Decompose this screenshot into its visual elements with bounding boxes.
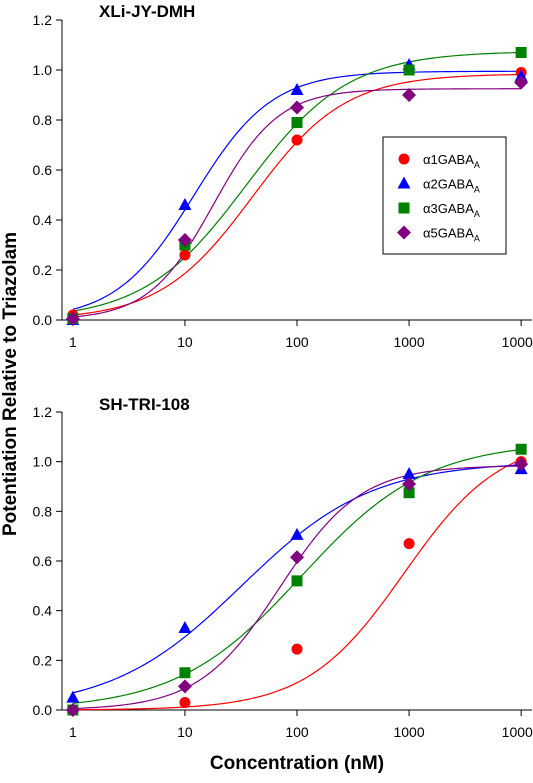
y-tick-label: 0.2 xyxy=(33,652,53,668)
data-point xyxy=(291,643,303,655)
y-tick-label: 1.0 xyxy=(33,62,53,78)
series-4 xyxy=(65,457,529,717)
data-point xyxy=(290,83,304,95)
legend-label-subscript: A xyxy=(474,160,480,170)
data-point xyxy=(291,117,303,128)
chart-panel-2: 0.0 0.2 0.4 0.6 0.8 1.0 1.2 1 10 100 1000 10000 SH-T… xyxy=(33,395,533,740)
legend-label: α2GABAA xyxy=(423,177,480,195)
y-tick-label: 0.2 xyxy=(33,262,53,278)
x-tick-label: 10 xyxy=(177,334,193,350)
legend-label-main: α5GABA xyxy=(423,226,474,241)
data-point xyxy=(179,667,191,679)
legend-label: α1GABAA xyxy=(423,152,480,170)
data-point xyxy=(65,703,80,717)
legend-label: α3GABAA xyxy=(423,201,480,219)
data-point xyxy=(177,679,192,694)
y-tick-label: 1.0 xyxy=(33,454,53,470)
y-tick-label: 1.2 xyxy=(33,12,53,28)
legend-marker xyxy=(398,202,410,214)
legend-label: α5GABAA xyxy=(423,226,480,244)
legend-label-main: α3GABA xyxy=(423,201,474,216)
y-tick-label: 0.6 xyxy=(33,553,53,569)
data-point xyxy=(291,575,303,587)
data-point xyxy=(403,487,415,499)
data-point xyxy=(402,88,417,102)
data-point xyxy=(514,457,529,472)
legend-marker xyxy=(397,176,411,189)
y-tick-label: 0.0 xyxy=(33,312,53,328)
legend-marker xyxy=(397,225,411,240)
data-point xyxy=(515,47,527,58)
data-point xyxy=(403,64,415,76)
x-axis-title: Concentration (nM) xyxy=(210,753,384,774)
x-tick-label: 1 xyxy=(69,334,77,350)
data-point xyxy=(179,697,191,709)
y-tick-label: 0.8 xyxy=(33,112,53,128)
x-tick-label: 10000 xyxy=(502,724,533,740)
x-tick-label: 10000 xyxy=(502,334,533,350)
fit-curve-4 xyxy=(72,465,522,710)
x-tick-label: 1 xyxy=(69,724,77,740)
legend-label-main: α2GABA xyxy=(423,177,474,192)
y-tick-label: 0.0 xyxy=(33,702,53,718)
legend-label-main: α1GABA xyxy=(423,152,474,167)
chart-panel-1: 0.0 0.2 0.4 0.6 0.8 1.0 1.2 1 10 100 1000 10000 XLi-… xyxy=(33,2,533,350)
x-tick-label: 10 xyxy=(177,724,193,740)
data-point xyxy=(290,100,304,115)
y-tick-label: 0.4 xyxy=(33,603,53,619)
x-tick-label: 1000 xyxy=(393,724,424,740)
fit-curve-1 xyxy=(72,458,522,711)
data-point xyxy=(65,311,80,326)
x-tick-label: 1000 xyxy=(393,334,424,350)
data-point xyxy=(66,690,80,703)
data-point xyxy=(178,621,192,634)
data-point xyxy=(402,467,416,480)
data-point xyxy=(290,527,304,540)
x-tick-label: 100 xyxy=(285,334,309,350)
data-point xyxy=(179,249,191,261)
panel-title: XLi-JY-DMH xyxy=(99,2,195,21)
y-tick-label: 0.8 xyxy=(33,503,53,519)
series-4 xyxy=(65,75,529,326)
data-point xyxy=(402,477,417,492)
data-point xyxy=(290,550,304,565)
data-point xyxy=(177,233,192,247)
data-point xyxy=(515,443,527,455)
legend-label-subscript: A xyxy=(474,185,480,195)
x-tick-label: 100 xyxy=(285,724,309,740)
legend-label-subscript: A xyxy=(474,234,480,244)
y-tick-label: 0.4 xyxy=(33,212,53,228)
data-point xyxy=(291,134,303,146)
legend-marker xyxy=(398,153,410,165)
data-point xyxy=(178,198,192,210)
panel-title: SH-TRI-108 xyxy=(99,395,190,414)
series-3 xyxy=(67,443,527,716)
y-axis-title: Potentiation Relative to Triazolam xyxy=(0,232,21,536)
series-2 xyxy=(66,462,528,703)
y-tick-label: 0.6 xyxy=(33,162,53,178)
legend-label-subscript: A xyxy=(474,209,480,219)
y-tick-label: 1.2 xyxy=(33,404,53,420)
data-point xyxy=(514,69,528,82)
data-point xyxy=(403,538,415,550)
data-point xyxy=(514,75,529,90)
